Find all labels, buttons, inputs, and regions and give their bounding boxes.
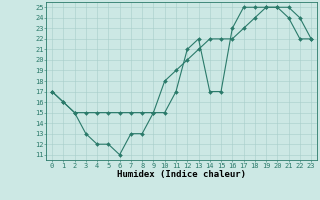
- X-axis label: Humidex (Indice chaleur): Humidex (Indice chaleur): [117, 170, 246, 179]
